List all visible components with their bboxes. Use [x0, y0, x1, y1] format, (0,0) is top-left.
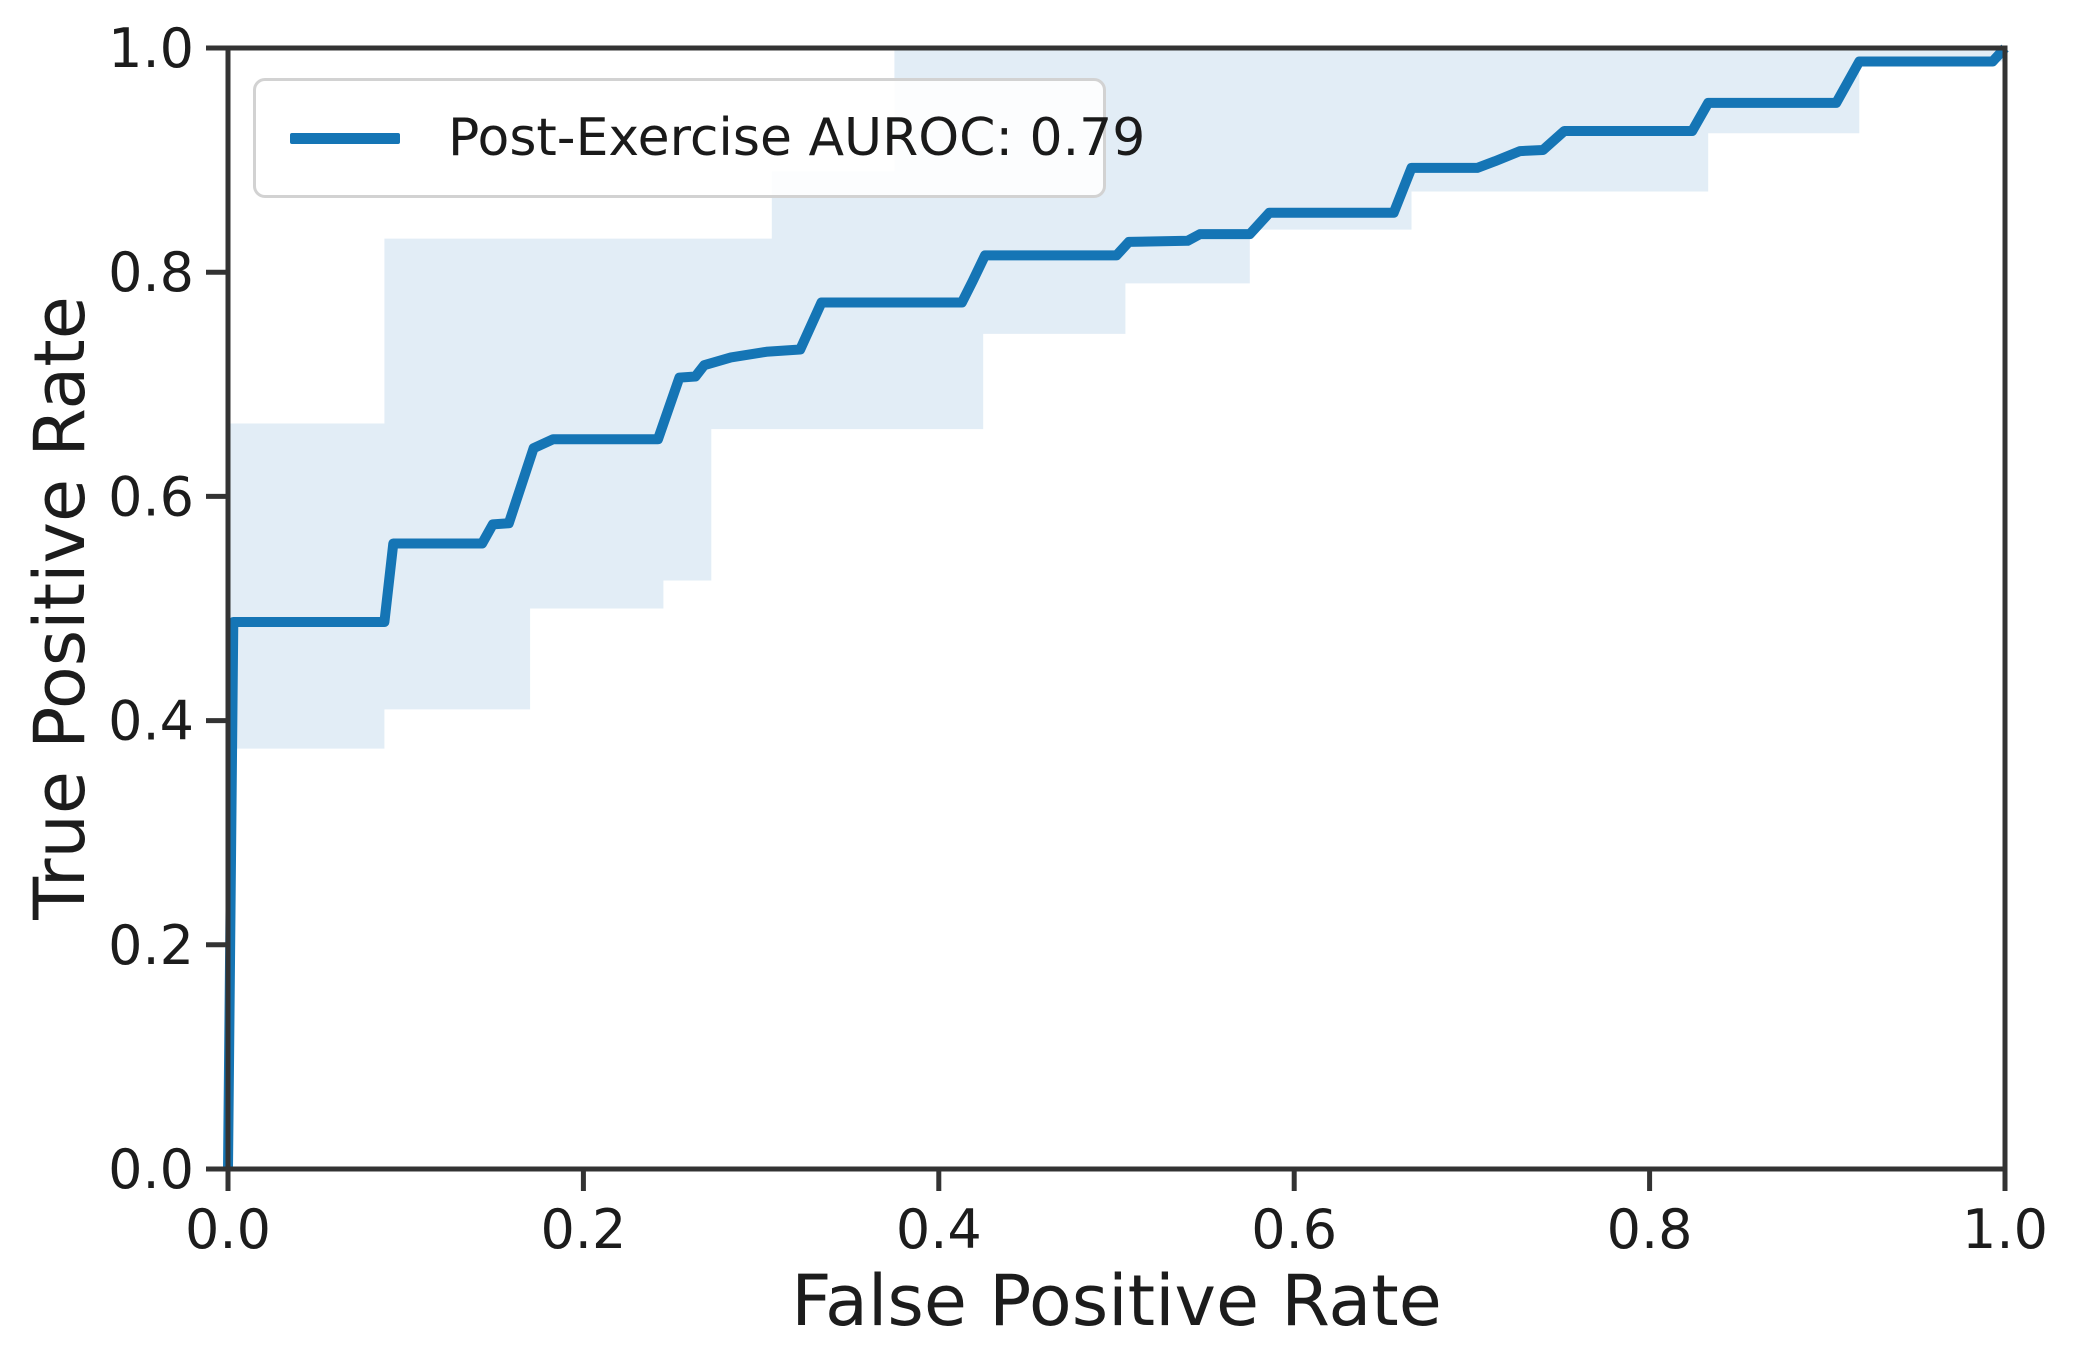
y-tick-label: 0.8 [108, 241, 194, 304]
x-tick-label: 0.4 [896, 1198, 982, 1261]
confidence-band [228, 48, 2005, 749]
legend: Post-Exercise AUROC: 0.79 [253, 78, 1145, 198]
axes-frame [225, 45, 2008, 1172]
y-tick-label: 0.4 [108, 690, 194, 753]
x-tick-label: 0.2 [540, 1198, 626, 1261]
y-tick-label: 0.6 [108, 465, 194, 528]
legend-label: Post-Exercise AUROC: 0.79 [448, 108, 1146, 168]
x-tick-label: 0.6 [1251, 1198, 1337, 1261]
y-axis-label: True Positive Rate [19, 296, 101, 920]
legend-line-sample [290, 132, 400, 144]
x-tick-label: 0.0 [185, 1198, 271, 1261]
x-tick-label: 0.8 [1607, 1198, 1693, 1261]
y-tick-label: 0.0 [108, 1138, 194, 1201]
x-tick-label: 1.0 [1962, 1198, 2048, 1261]
y-tick-label: 0.2 [108, 914, 194, 977]
y-tick-label: 1.0 [108, 17, 194, 80]
roc-curve [223, 44, 2009, 1170]
x-axis-label: False Positive Rate [791, 1260, 1442, 1342]
